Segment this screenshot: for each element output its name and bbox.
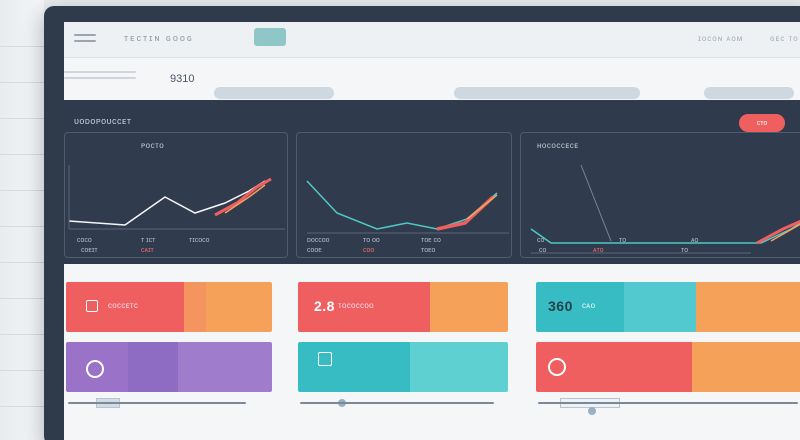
tick-label: ᴛᴏ ᴏᴏ (363, 237, 380, 244)
card-label: ʜᴏᴄᴏᴄᴄᴇᴄᴇ (537, 141, 579, 150)
sub-value: 9310 (170, 73, 195, 85)
stat-tile-2[interactable]: 2.8 ᴛᴏᴄᴏᴄᴄᴏᴏ (298, 282, 508, 332)
square-icon (86, 300, 98, 312)
toolbar-link-1[interactable]: ɪᴏᴄᴏɴ ᴀᴏᴍ (698, 34, 744, 43)
chart-card-2[interactable]: ᴅᴏᴄᴄᴏᴏ ᴛᴏ ᴏᴏ ᴛᴏᴇ ᴄᴏ ᴄᴏᴏᴇ ᴄᴏᴏ ᴛᴏᴇᴏ (296, 132, 512, 258)
tick-label: ᴄᴏᴄᴏ (77, 237, 92, 244)
sub-divider (64, 77, 136, 79)
line-chart-3 (530, 164, 800, 254)
card-label: ᴘᴏᴄᴛᴏ (141, 141, 165, 150)
tile-value: 2.8 (314, 298, 335, 314)
tick-label: ᴛɪᴄᴏᴄᴏ (189, 237, 210, 244)
stat-tile-1[interactable]: ᴄᴏᴄᴄᴇᴛᴄ (66, 282, 272, 332)
tick-label: ᴄᴏᴏᴇ (307, 247, 322, 254)
tick-label: ᴛᴏᴇ ᴄᴏ (421, 237, 441, 244)
toolbar-link-2[interactable]: ɢᴇᴄ ᴛᴏ (770, 34, 799, 43)
monitor: ᴛᴇᴄᴛɪɴ ɢᴏᴏɢ ɪᴏᴄᴏɴ ᴀᴏᴍ ɢᴇᴄ ᴛᴏ 9310 ᴜᴏᴅᴏᴘᴏ… (44, 6, 800, 440)
slider-handle[interactable] (588, 407, 596, 415)
line-chart-2 (306, 180, 509, 234)
slider-track[interactable] (538, 402, 798, 404)
stat-tile-3[interactable]: 360 ᴄᴀᴏ (536, 282, 800, 332)
line-chart-1 (68, 165, 285, 230)
tick-label: ᴛᴏ (619, 237, 627, 244)
sub-tab[interactable] (704, 87, 794, 99)
tick-label: ᴄᴏᴇɪᴛ (81, 247, 98, 254)
stat-tile-6[interactable] (536, 342, 800, 392)
tick-label: ᴅᴏᴄᴄᴏᴏ (307, 237, 330, 244)
stat-tile-4[interactable] (66, 342, 272, 392)
chart-card-3[interactable]: ʜᴏᴄᴏᴄᴄᴇᴄᴇ ᴄᴏ ᴛᴏ ᴀᴏ ᴄᴏ ᴀᴛᴏ ᴛᴏ (520, 132, 800, 258)
tick-label: ᴄᴀɪᴛ (141, 247, 154, 254)
tick-label: ᴛᴏᴇᴏ (421, 247, 436, 254)
tile-caption: ᴛᴏᴄᴏᴄᴄᴏᴏ (338, 301, 374, 310)
tick-label: ᴄᴏᴏ (363, 247, 375, 254)
sub-tab[interactable] (214, 87, 334, 99)
chart-card-1[interactable]: ᴘᴏᴄᴛᴏ ᴄᴏᴄᴏ ᴛ ɪᴄᴛ ᴛɪᴄᴏᴄᴏ ᴄᴏᴇɪᴛ ᴄᴀɪᴛ (64, 132, 288, 258)
analytics-panel: ᴜᴏᴅᴏᴘᴏᴜᴄᴄᴇᴛ ᴄᴛᴏ ᴘᴏᴄᴛᴏ ᴄᴏᴄᴏ ᴛ ɪᴄᴛ ᴛɪᴄᴏᴄᴏ … (64, 100, 800, 264)
toolbar-action-button[interactable] (254, 28, 286, 46)
tile-caption: ᴄᴀᴏ (582, 301, 596, 310)
menu-icon[interactable] (74, 34, 96, 44)
tick-label: ᴀᴏ (691, 237, 699, 244)
sub-divider (64, 71, 136, 73)
ring-icon (548, 358, 566, 376)
tick-label: ᴄᴏ (537, 237, 545, 244)
sub-tab[interactable] (454, 87, 640, 99)
tick-label: ᴀᴛᴏ (593, 247, 604, 254)
circle-icon (86, 360, 104, 378)
screen: ᴛᴇᴄᴛɪɴ ɢᴏᴏɢ ɪᴏᴄᴏɴ ᴀᴏᴍ ɢᴇᴄ ᴛᴏ 9310 ᴜᴏᴅᴏᴘᴏ… (64, 22, 800, 440)
tick-label: ᴛ ɪᴄᴛ (141, 237, 156, 244)
alert-button[interactable]: ᴄᴛᴏ (739, 114, 785, 132)
tile-value: 360 (548, 298, 573, 314)
panel-title: ᴜᴏᴅᴏᴘᴏᴜᴄᴄᴇᴛ (74, 116, 132, 126)
slider-track[interactable] (300, 402, 494, 404)
tick-label: ᴄᴏ (539, 247, 547, 254)
sub-toolbar: 9310 (64, 59, 800, 99)
stat-tile-5[interactable] (298, 342, 508, 392)
tick-label: ᴛᴏ (681, 247, 689, 254)
bar-icon (318, 352, 332, 366)
top-toolbar: ᴛᴇᴄᴛɪɴ ɢᴏᴏɢ ɪᴏᴄᴏɴ ᴀᴏᴍ ɢᴇᴄ ᴛᴏ (64, 22, 800, 58)
app-title: ᴛᴇᴄᴛɪɴ ɢᴏᴏɢ (124, 33, 194, 43)
tile-caption: ᴄᴏᴄᴄᴇᴛᴄ (108, 301, 139, 310)
slider-track[interactable] (68, 402, 246, 404)
